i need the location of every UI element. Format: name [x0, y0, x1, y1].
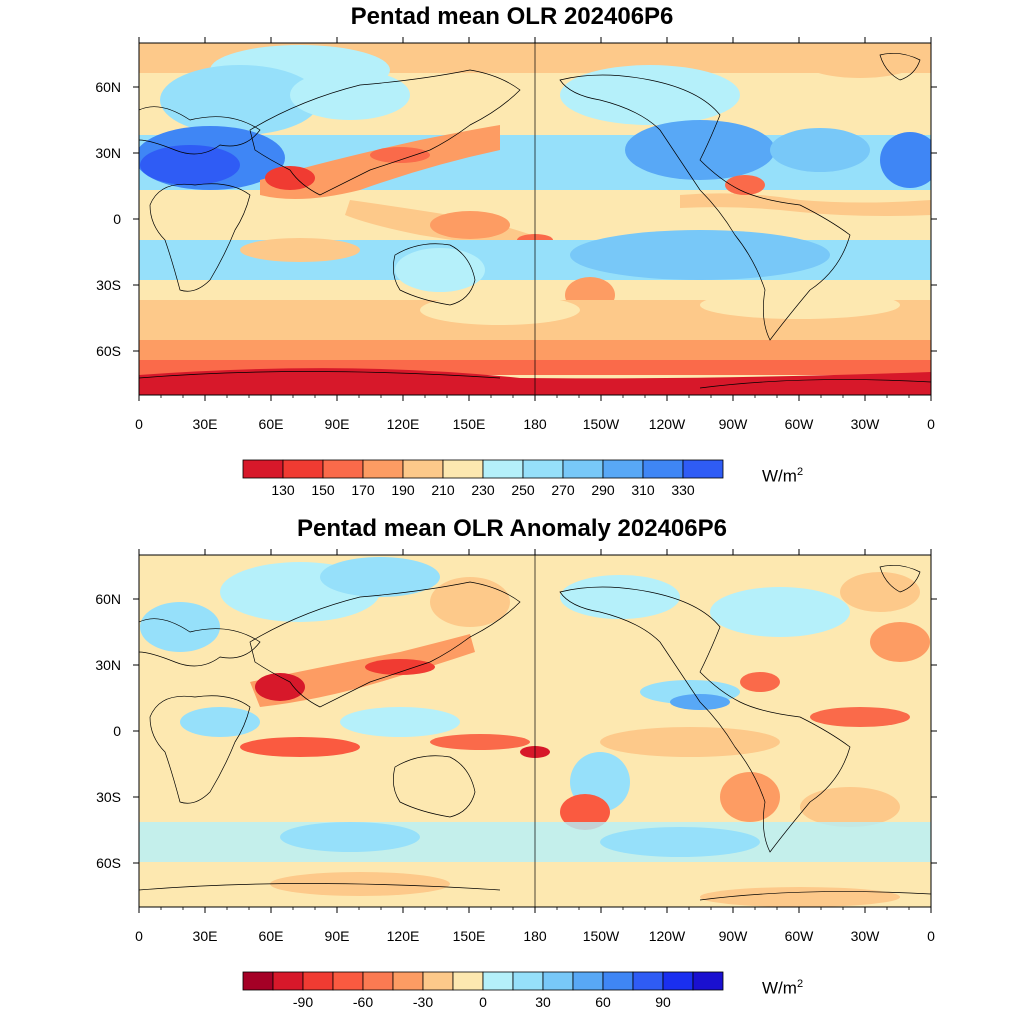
- colorbar-label: 230: [471, 482, 495, 498]
- lon-label: 30W: [851, 416, 881, 432]
- lon-label: 90W: [719, 416, 749, 432]
- lon-label: 0: [135, 928, 143, 944]
- colorbar-swatch: [482, 971, 514, 991]
- colorbar-label: -30: [413, 994, 433, 1010]
- colorbar-swatch: [282, 459, 324, 479]
- lon-label: 150W: [583, 928, 620, 944]
- lon-label: 150E: [453, 416, 486, 432]
- lon-label: 150W: [583, 416, 620, 432]
- olr-anomaly-map: 0 30E 60E 90E 120E 150E 180 150W 120W 90W 60W 30W 0 6…: [95, 549, 937, 1010]
- lat-label: 60S: [96, 855, 121, 871]
- lon-label: 0: [927, 928, 935, 944]
- lon-label: 30E: [193, 416, 218, 432]
- colorbar-label: 250: [511, 482, 535, 498]
- colorbar-label: 190: [391, 482, 415, 498]
- olr-mean-map: 0 30E 60E 90E 120E 150E 180 150W 120W 90W 60W 30W 0 6…: [95, 37, 937, 498]
- lon-label: 0: [135, 416, 143, 432]
- panel-title: Pentad mean OLR Anomaly 202406P6: [297, 515, 727, 542]
- colorbar-swatch: [522, 459, 564, 479]
- colorbar-swatch: [332, 971, 364, 991]
- lon-label: 120E: [387, 928, 420, 944]
- lat-label: 30N: [95, 145, 121, 161]
- colorbar-swatch: [682, 459, 724, 479]
- colorbar-swatch: [422, 971, 454, 991]
- colorbar-label: 290: [591, 482, 615, 498]
- colorbar-label: 0: [479, 994, 487, 1010]
- anomaly-field: [139, 555, 931, 907]
- olr-anomaly-panel: Pentad mean OLR Anomaly 202406P6: [0, 512, 1024, 1024]
- lon-label: 60E: [259, 928, 284, 944]
- colorbar-swatch: [322, 459, 364, 479]
- lon-label: 60W: [785, 416, 815, 432]
- colorbar-swatch: [362, 459, 404, 479]
- lon-label: 90W: [719, 928, 749, 944]
- colorbar-label: 170: [351, 482, 375, 498]
- colorbar-swatch: [452, 971, 484, 991]
- colorbar-swatch: [642, 459, 684, 479]
- lon-label: 150E: [453, 928, 486, 944]
- colorbar-label: 30: [535, 994, 551, 1010]
- lat-label: 60S: [96, 343, 121, 359]
- olr-mean-panel: Pentad mean OLR 202406P6: [95, 3, 937, 498]
- axes: 0 30E 60E 90E 120E 150E 180 150W 120W 90W 60W 30W 0 6…: [95, 549, 937, 944]
- colorbar-label: 60: [595, 994, 611, 1010]
- lon-label: 180: [523, 416, 547, 432]
- colorbar-label: -60: [353, 994, 373, 1010]
- lat-label: 30S: [96, 789, 121, 805]
- lon-label: 0: [927, 416, 935, 432]
- lon-label: 60W: [785, 928, 815, 944]
- lon-label: 120E: [387, 416, 420, 432]
- colorbar-label: -90: [293, 994, 313, 1010]
- units-label: W/m2: [762, 466, 804, 486]
- colorbar-swatch: [542, 971, 574, 991]
- colorbar-swatch: [602, 971, 634, 991]
- colorbar: -90 -60 -30 0 30 60 90: [242, 971, 724, 1010]
- colorbar-swatch: [392, 971, 424, 991]
- lat-label: 60N: [95, 591, 121, 607]
- lon-label: 30W: [851, 928, 881, 944]
- colorbar-label: 150: [311, 482, 335, 498]
- lon-label: 60E: [259, 416, 284, 432]
- colorbar-swatch: [362, 971, 394, 991]
- lat-label: 0: [113, 211, 121, 227]
- colorbar-label: 130: [271, 482, 295, 498]
- colorbar-swatch: [242, 971, 274, 991]
- colorbar-label: 310: [631, 482, 655, 498]
- colorbar-label: 270: [551, 482, 575, 498]
- lat-label: 30S: [96, 277, 121, 293]
- colorbar-swatch: [662, 971, 694, 991]
- colorbar-swatch: [242, 459, 284, 479]
- colorbar-swatch: [402, 459, 444, 479]
- axes: 0 30E 60E 90E 120E 150E 180 150W 120W 90W 60W 30W 0 6…: [95, 37, 937, 432]
- lon-label: 90E: [325, 928, 350, 944]
- lat-label: 0: [113, 723, 121, 739]
- colorbar-swatch: [692, 971, 724, 991]
- colorbar-label: 330: [671, 482, 695, 498]
- lat-label: 30N: [95, 657, 121, 673]
- lon-label: 90E: [325, 416, 350, 432]
- colorbar-swatch: [272, 971, 304, 991]
- colorbar-label: 90: [655, 994, 671, 1010]
- colorbar-swatch: [442, 459, 484, 479]
- colorbar-swatch: [572, 971, 604, 991]
- colorbar-swatch: [482, 459, 524, 479]
- lon-label: 30E: [193, 928, 218, 944]
- colorbar-swatch: [632, 971, 664, 991]
- panel-title: Pentad mean OLR 202406P6: [350, 3, 674, 30]
- lon-label: 180: [523, 928, 547, 944]
- units-label: W/m2: [762, 978, 804, 998]
- colorbar-swatch: [512, 971, 544, 991]
- colorbar-swatch: [562, 459, 604, 479]
- lat-label: 60N: [95, 79, 121, 95]
- colorbar-label: 210: [431, 482, 455, 498]
- lon-label: 120W: [649, 416, 686, 432]
- colorbar-swatch: [602, 459, 644, 479]
- olr-field: [139, 43, 931, 395]
- colorbar: 130 150 170 190 210 230 250 270 290 310 330: [242, 459, 724, 498]
- colorbar-swatch: [302, 971, 334, 991]
- lon-label: 120W: [649, 928, 686, 944]
